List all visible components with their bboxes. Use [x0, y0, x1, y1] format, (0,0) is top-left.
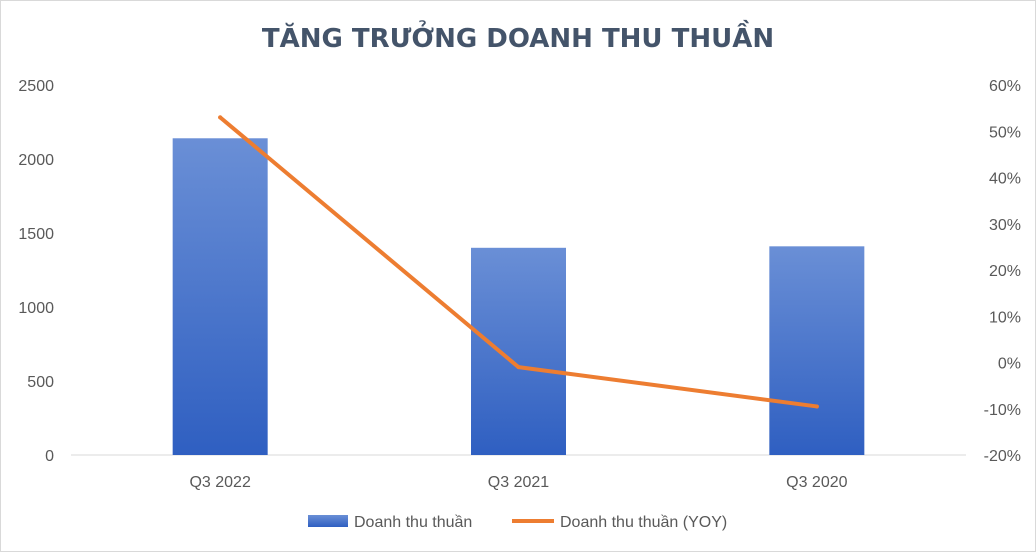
- bar: [769, 246, 865, 455]
- legend: Doanh thu thuần Doanh thu thuần (YOY): [308, 514, 727, 531]
- line-point: [516, 365, 521, 370]
- y-right-tick-label: 50%: [989, 124, 1021, 141]
- legend-swatch-bar: [308, 515, 348, 527]
- line-point: [218, 115, 223, 120]
- y-right-tick-label: 0%: [998, 356, 1021, 373]
- y-left-tick-label: 0: [45, 448, 54, 465]
- y-left-tick-label: 500: [27, 374, 54, 391]
- y-right-tick-label: 20%: [989, 263, 1021, 280]
- y-right-tick-label: 40%: [989, 171, 1021, 188]
- y-right-tick-label: 30%: [989, 217, 1021, 234]
- y-left-tick-label: 1000: [18, 300, 54, 317]
- y-right-tick-label: 60%: [989, 78, 1021, 95]
- y-left-tick-label: 2000: [18, 152, 54, 169]
- legend-label-bar: Doanh thu thuần: [354, 514, 472, 531]
- y-right-tick-label: -20%: [984, 448, 1021, 465]
- line-point: [814, 404, 819, 409]
- chart-title: TĂNG TRƯỞNG DOANH THU THUẦN: [262, 18, 774, 54]
- x-tick-label: Q3 2022: [189, 474, 250, 491]
- y-left-tick-label: 2500: [18, 78, 54, 95]
- y-right-tick-label: -10%: [984, 402, 1021, 419]
- x-tick-label: Q3 2021: [488, 474, 549, 491]
- legend-label-line: Doanh thu thuần (YOY): [560, 514, 727, 531]
- x-tick-label: Q3 2020: [786, 474, 847, 491]
- axes: 0 500 1000 1500 2000 2500 -20% -10% 0% 10% 20% 30% 4…: [18, 78, 1021, 491]
- bar: [471, 247, 566, 455]
- y-right-tick-label: 10%: [989, 309, 1021, 326]
- bar: [172, 138, 268, 455]
- line-series: [218, 115, 819, 409]
- y-left-tick-label: 1500: [18, 226, 54, 243]
- bar-series: [172, 138, 865, 455]
